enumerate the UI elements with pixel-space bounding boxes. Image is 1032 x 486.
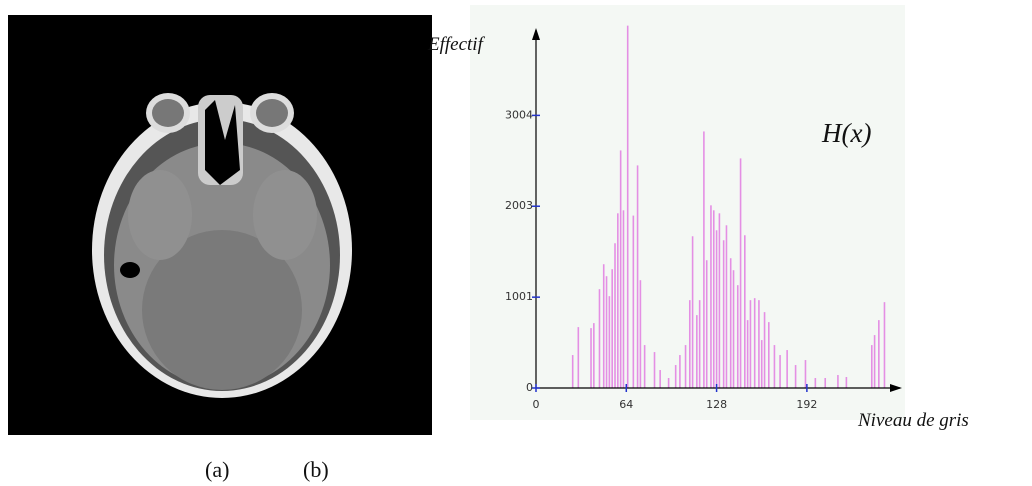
bar <box>746 320 749 388</box>
bar <box>696 315 698 388</box>
bar <box>614 243 616 388</box>
bar <box>753 298 756 388</box>
bar <box>619 150 622 388</box>
bar <box>736 285 739 388</box>
bar <box>639 280 642 388</box>
bar <box>617 213 619 388</box>
bar <box>725 225 728 388</box>
bar <box>602 264 605 388</box>
y-axis-arrow <box>532 28 540 40</box>
bar <box>794 365 797 388</box>
bar <box>712 210 715 388</box>
bar <box>674 365 677 388</box>
bar <box>679 355 681 388</box>
bar <box>814 378 817 388</box>
bar <box>729 258 732 388</box>
x-tick-label: 64 <box>619 398 633 411</box>
x-tick-label: 192 <box>796 398 817 411</box>
bar <box>605 276 608 388</box>
bar <box>786 350 788 388</box>
bar <box>688 300 691 388</box>
histogram: 0 1001 2003 3004 0 64 128 192 <box>505 25 902 411</box>
bar <box>643 345 646 388</box>
bar <box>758 300 760 388</box>
bar <box>593 323 595 388</box>
bar <box>883 302 886 388</box>
bar <box>698 300 701 388</box>
bar <box>837 375 839 388</box>
bar <box>710 205 712 388</box>
y-tick-label: 2003 <box>505 199 533 212</box>
bar <box>722 240 725 388</box>
bar <box>732 270 735 388</box>
bar <box>622 210 625 388</box>
caption: (a) <box>205 457 229 482</box>
bar <box>653 352 656 388</box>
bar <box>760 340 763 388</box>
bar <box>659 370 661 388</box>
bar <box>608 296 611 388</box>
plot-background <box>470 5 905 420</box>
y-tick-label: 1001 <box>505 290 533 303</box>
x-tick-label: 0 <box>533 398 540 411</box>
bar <box>873 335 876 388</box>
bar <box>804 360 807 388</box>
y-tick-label: 3004 <box>505 108 533 121</box>
bar <box>598 289 601 388</box>
bar <box>739 158 742 388</box>
bar <box>571 355 574 388</box>
bar <box>684 345 687 388</box>
y-tick-label: 0 <box>526 381 533 394</box>
bar <box>845 377 848 388</box>
caption: (b) <box>303 457 329 482</box>
bar <box>715 230 718 388</box>
bar <box>767 322 770 388</box>
bar <box>744 235 746 388</box>
bar <box>626 25 629 388</box>
bar <box>703 131 705 388</box>
bar <box>749 300 752 388</box>
bar <box>636 165 639 388</box>
bar <box>691 236 694 388</box>
x-axis-label: Niveau de gris <box>857 410 969 431</box>
bar <box>632 215 635 388</box>
ct-image <box>8 15 432 435</box>
bar <box>705 260 708 388</box>
bar <box>763 312 766 388</box>
bar <box>870 345 873 388</box>
bar <box>577 327 580 388</box>
bar <box>878 320 880 388</box>
bar <box>611 269 613 388</box>
bar <box>718 213 721 388</box>
annotation: H(x) <box>821 118 871 148</box>
x-axis-arrow <box>890 384 902 392</box>
y-axis-label: Effectif <box>427 34 486 55</box>
bar <box>773 345 776 388</box>
bar <box>667 378 670 388</box>
bar <box>779 355 781 388</box>
bar <box>824 378 827 388</box>
x-tick-label: 128 <box>706 398 727 411</box>
bar <box>590 328 592 388</box>
